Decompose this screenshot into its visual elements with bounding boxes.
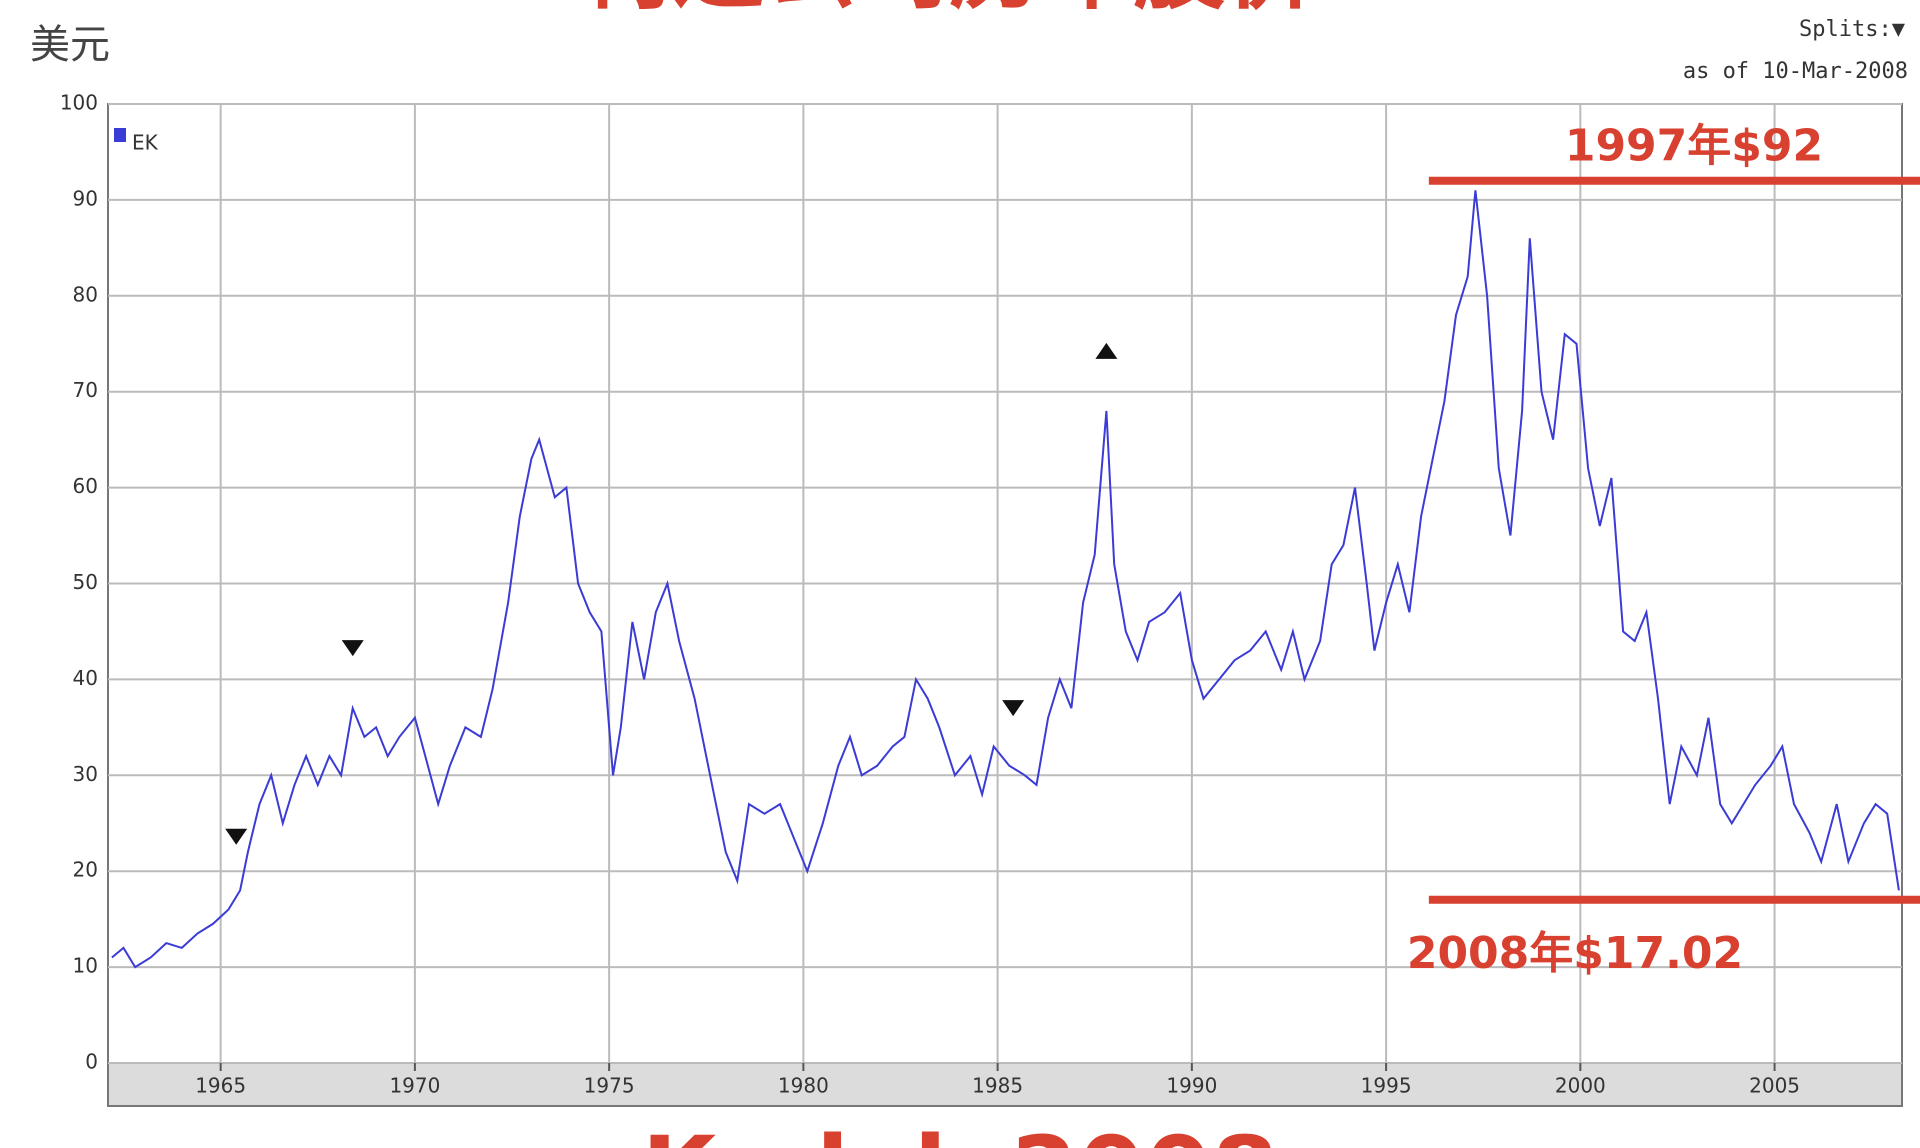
split-marker <box>1002 700 1025 717</box>
price-line <box>111 190 1900 969</box>
y-tick-label: 10 <box>73 954 98 978</box>
x-tick-label: 1985 <box>972 1074 1023 1098</box>
y-axis-label: 美元 <box>30 22 110 68</box>
y-tick-label: 90 <box>73 186 98 210</box>
y-tick-label: 20 <box>73 858 98 882</box>
y-tick-label: 100 <box>60 91 98 115</box>
split-marker <box>225 828 248 845</box>
splits-label: Splits:▼ <box>1799 17 1906 42</box>
legend-swatch <box>114 128 126 142</box>
x-tick-label: 1970 <box>389 1074 440 1098</box>
split-marker <box>341 640 364 657</box>
y-tick-label: 60 <box>73 474 98 498</box>
x-axis-band <box>107 1062 1903 1107</box>
annotation-text: 1997年$92 <box>1565 121 1823 172</box>
as-of-date: as of 10-Mar-2008 <box>1683 59 1908 84</box>
y-tick-label: 70 <box>73 378 98 402</box>
x-tick-label: 1995 <box>1361 1074 1412 1098</box>
x-tick-label: 1980 <box>778 1074 829 1098</box>
x-tick-label: 2000 <box>1555 1074 1606 1098</box>
y-tick-label: 50 <box>73 570 98 594</box>
legend-label: EK <box>132 131 159 155</box>
chart-title: 柯达公司历年股价 <box>581 0 1317 22</box>
x-tick-label: 1965 <box>195 1074 246 1098</box>
x-tick-label: 1990 <box>1166 1074 1217 1098</box>
y-tick-label: 40 <box>73 666 98 690</box>
y-tick-label: 0 <box>85 1050 98 1074</box>
annotation-text: 2008年$17.02 <box>1407 928 1743 979</box>
y-tick-label: 80 <box>73 282 98 306</box>
y-tick-label: 30 <box>73 762 98 786</box>
x-tick-label: 1975 <box>584 1074 635 1098</box>
split-marker <box>1095 342 1118 359</box>
chart-subtitle: Kodak 2008 <box>642 1116 1279 1148</box>
x-tick-label: 2005 <box>1749 1074 1800 1098</box>
